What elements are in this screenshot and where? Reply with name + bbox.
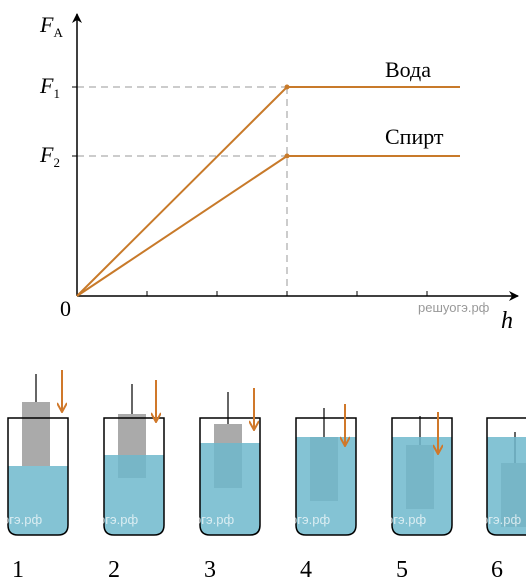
graph: FA F1 F2 0 h Вода Спирт решуогэ.рф — [39, 12, 518, 334]
beaker-label: 1 — [12, 557, 24, 583]
f1-label: F1 — [39, 73, 60, 101]
f2-label: F2 — [39, 142, 60, 170]
beaker-watermark: огэ.рф — [98, 512, 138, 527]
beaker: огэ.рф 3 — [194, 388, 260, 583]
beaker-watermark: огэ.рф — [2, 512, 42, 527]
point — [285, 85, 290, 90]
beaker-watermark: огэ.рф — [290, 512, 330, 527]
block — [22, 402, 50, 466]
beaker: огэ.рф 4 — [290, 404, 356, 583]
beaker: огэ.рф 1 — [2, 370, 68, 583]
beaker: огэ.рф 2 — [98, 380, 164, 583]
beakers: огэ.рф1огэ.рф2огэ.рф3огэ.рф4огэ.рф5огэ.р… — [2, 370, 526, 583]
beaker-label: 2 — [108, 557, 120, 583]
beaker-label: 3 — [204, 557, 216, 583]
beaker-watermark: огэ.рф — [194, 512, 234, 527]
x-label: h — [501, 308, 513, 334]
beaker: огэ.рф 5 — [386, 412, 452, 583]
alcohol-label: Спирт — [385, 124, 444, 149]
y-label: FA — [39, 12, 63, 40]
water-label: Вода — [385, 57, 431, 82]
beaker-label: 6 — [491, 557, 503, 583]
beaker-label: 5 — [396, 557, 408, 583]
water-line — [77, 87, 460, 296]
beaker-label: 4 — [300, 557, 312, 583]
diagram: FA F1 F2 0 h Вода Спирт решуогэ.рф огэ.р… — [0, 0, 526, 583]
beaker: огэ.рф 6 — [481, 418, 526, 583]
beaker-watermark: огэ.рф — [386, 512, 426, 527]
beaker-watermark: огэ.рф — [481, 512, 521, 527]
origin: 0 — [60, 296, 71, 321]
watermark: решуогэ.рф — [418, 300, 490, 315]
alcohol-line — [77, 156, 460, 296]
point — [285, 154, 290, 159]
